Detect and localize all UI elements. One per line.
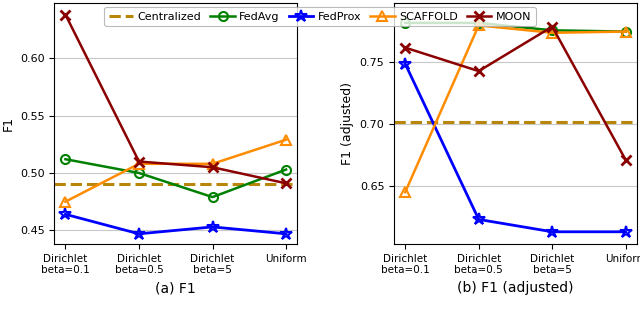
X-axis label: (b) F1 (adjusted): (b) F1 (adjusted) <box>457 281 573 295</box>
Legend: Centralized, FedAvg, FedProx, SCAFFOLD, MOON: Centralized, FedAvg, FedProx, SCAFFOLD, … <box>104 7 536 26</box>
Y-axis label: F1: F1 <box>1 116 14 131</box>
Y-axis label: F1 (adjusted): F1 (adjusted) <box>341 82 354 165</box>
X-axis label: (a) F1: (a) F1 <box>156 281 196 295</box>
